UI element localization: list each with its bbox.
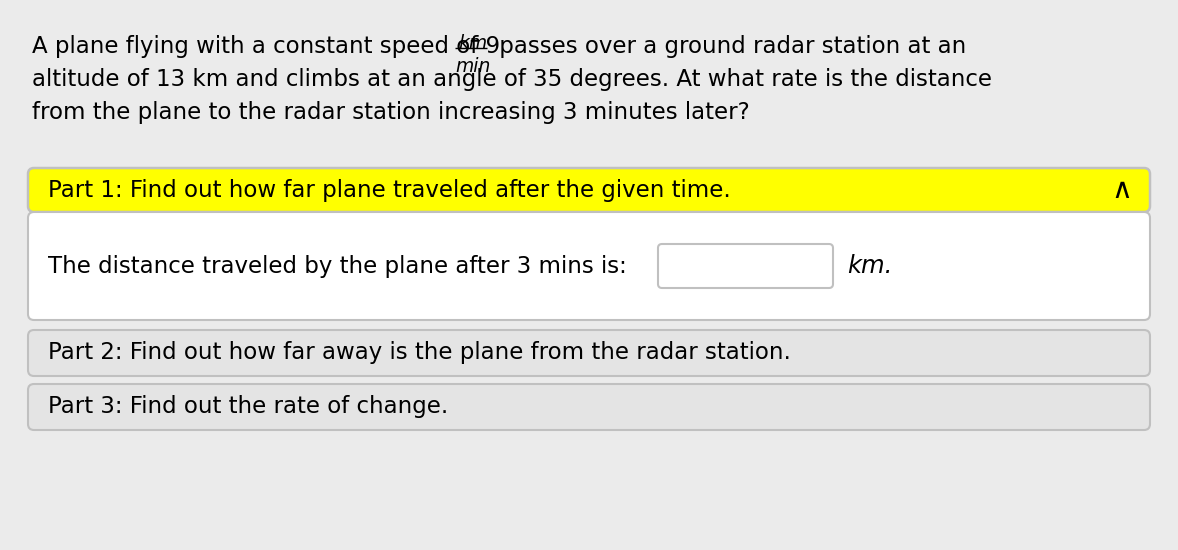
Text: from the plane to the radar station increasing 3 minutes later?: from the plane to the radar station incr…: [32, 101, 749, 124]
Text: A plane flying with a constant speed of 9: A plane flying with a constant speed of …: [32, 35, 508, 58]
FancyBboxPatch shape: [28, 330, 1150, 376]
Text: altitude of 13 km and climbs at an angle of 35 degrees. At what rate is the dist: altitude of 13 km and climbs at an angle…: [32, 68, 992, 91]
Text: ∧: ∧: [1111, 176, 1132, 204]
Text: Part 3: Find out the rate of change.: Part 3: Find out the rate of change.: [48, 395, 449, 419]
FancyBboxPatch shape: [28, 168, 1150, 212]
Text: min: min: [455, 57, 490, 76]
Text: passes over a ground radar station at an: passes over a ground radar station at an: [492, 35, 966, 58]
Text: Part 2: Find out how far away is the plane from the radar station.: Part 2: Find out how far away is the pla…: [48, 342, 790, 365]
FancyBboxPatch shape: [28, 384, 1150, 430]
FancyBboxPatch shape: [28, 212, 1150, 320]
Text: The distance traveled by the plane after 3 mins is:: The distance traveled by the plane after…: [48, 255, 627, 278]
FancyBboxPatch shape: [659, 244, 833, 288]
Text: km.: km.: [847, 254, 893, 278]
Text: km: km: [458, 34, 488, 53]
Text: Part 1: Find out how far plane traveled after the given time.: Part 1: Find out how far plane traveled …: [48, 179, 730, 201]
